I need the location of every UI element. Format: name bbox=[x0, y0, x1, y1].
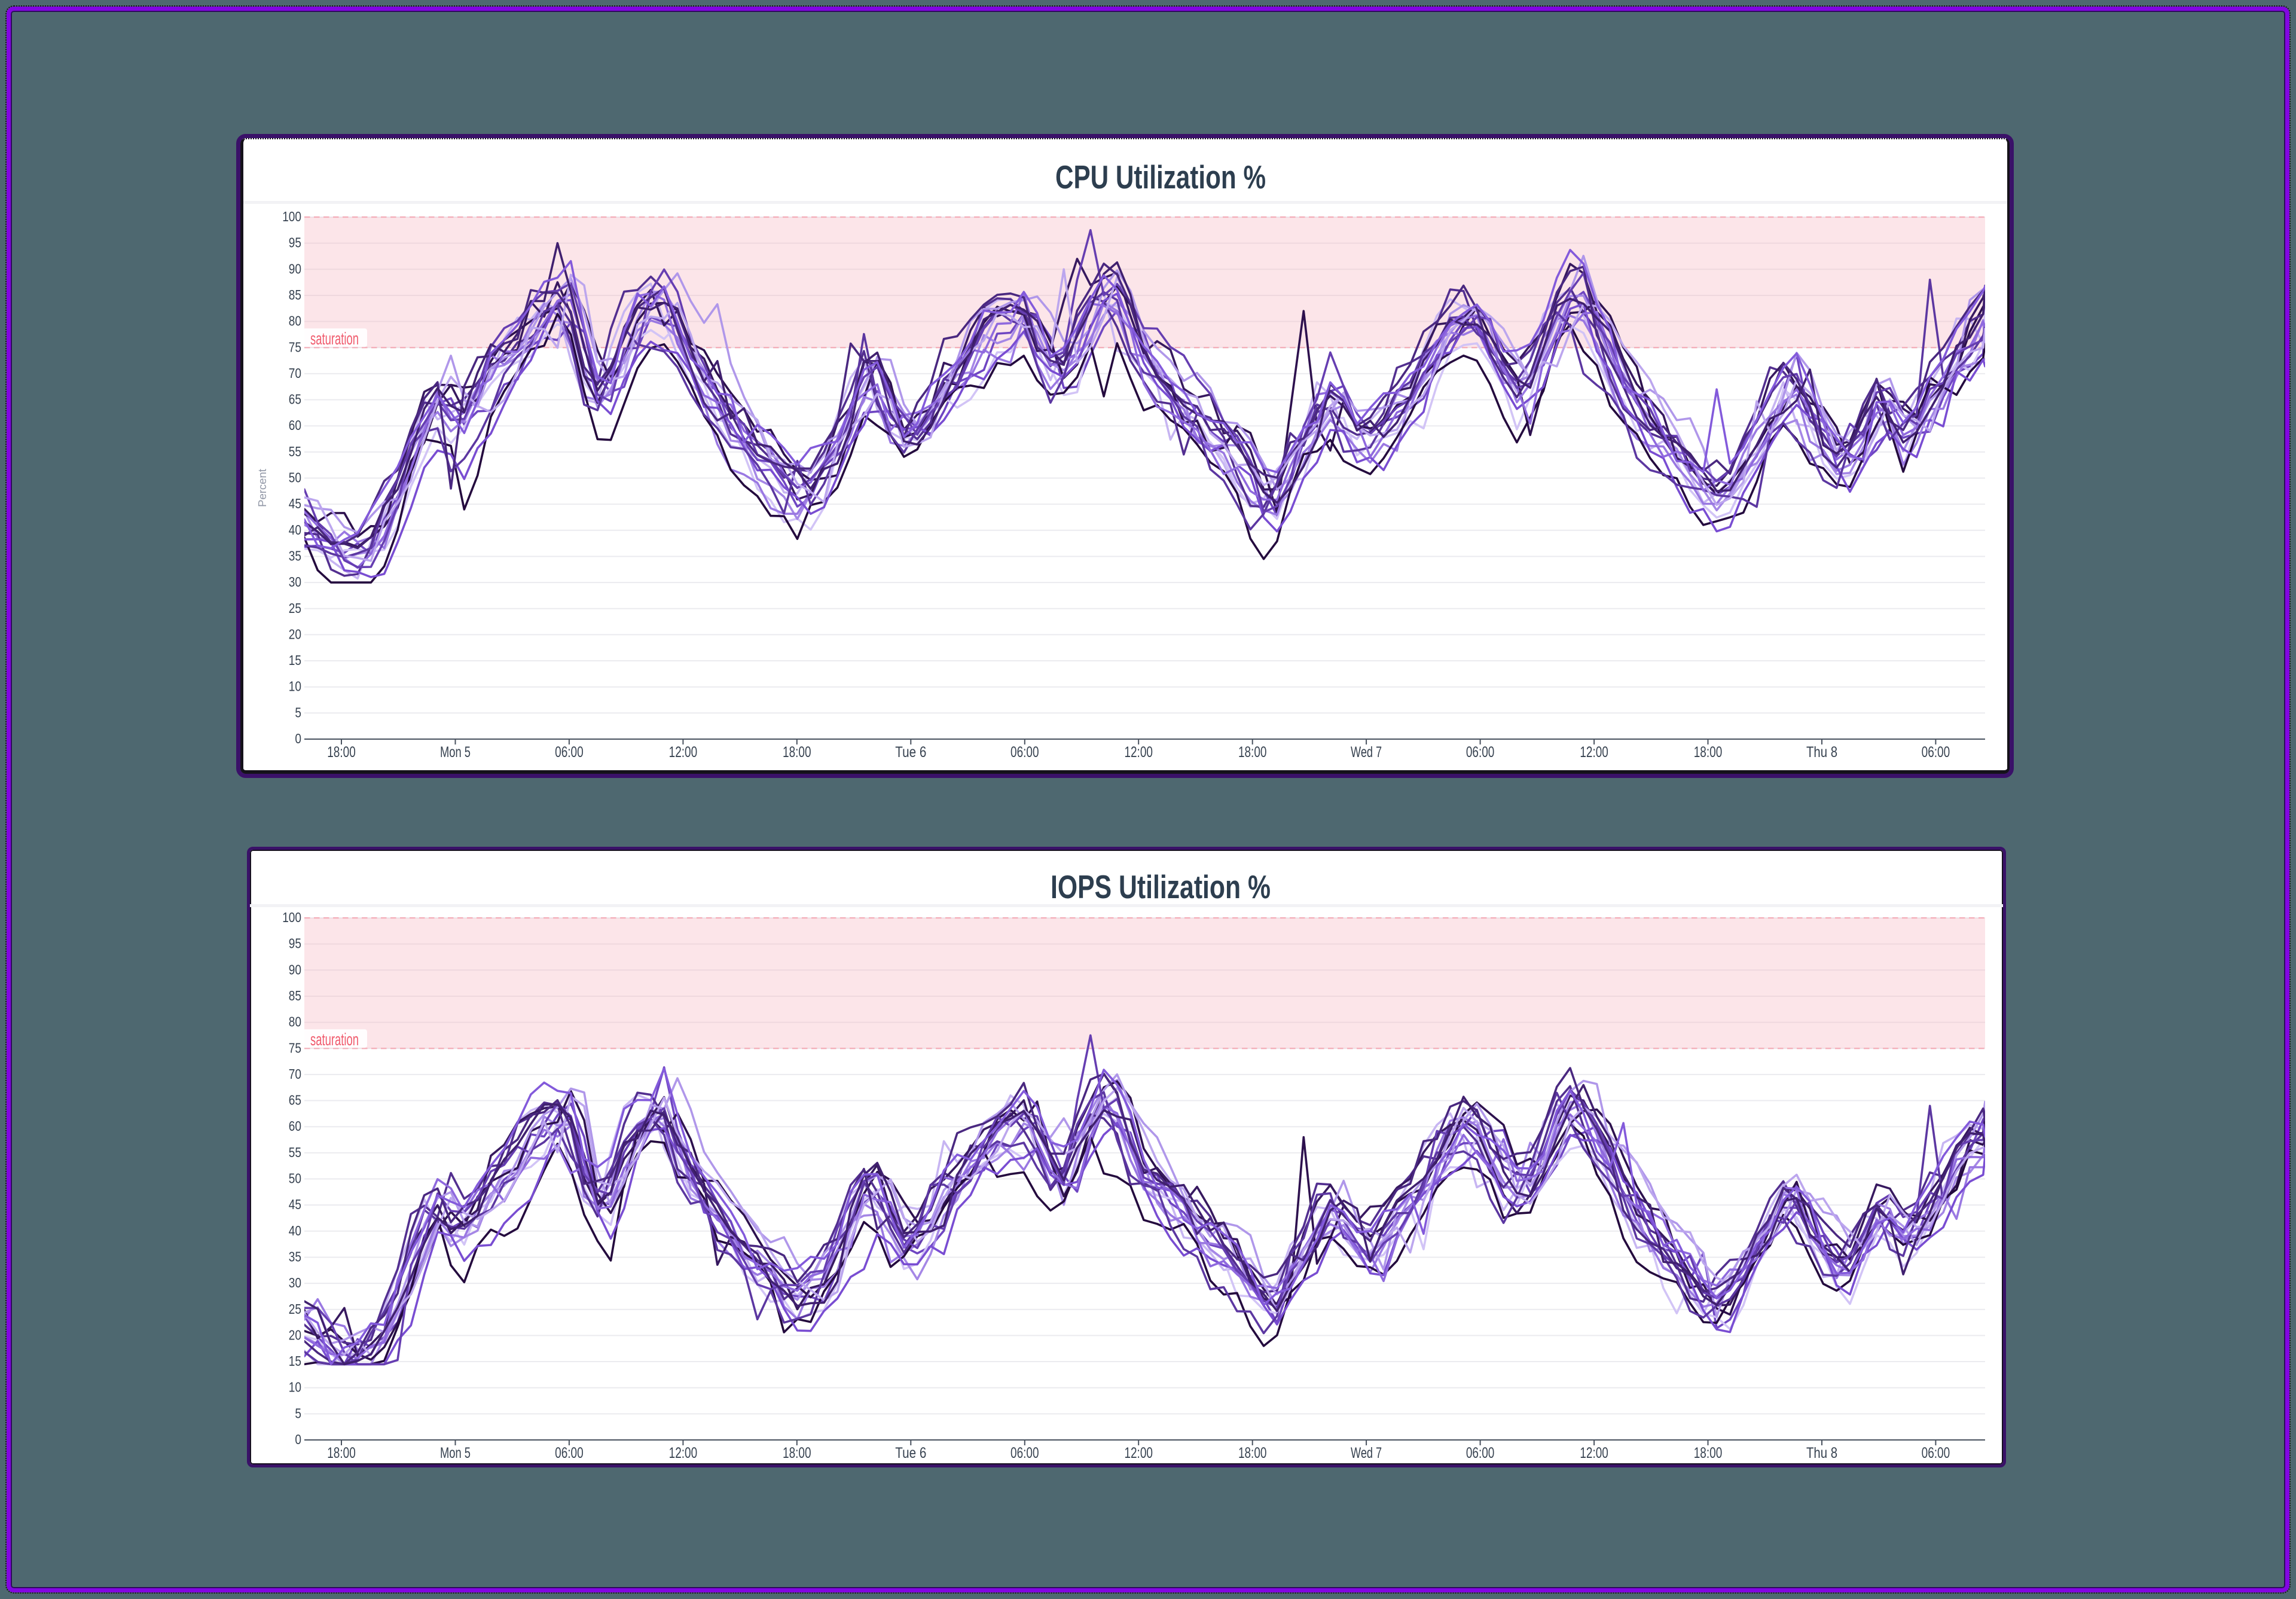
svg-text:5: 5 bbox=[295, 704, 301, 720]
svg-text:Mon 5: Mon 5 bbox=[440, 1445, 471, 1461]
svg-text:saturation: saturation bbox=[310, 329, 359, 349]
svg-text:10: 10 bbox=[289, 679, 301, 694]
svg-text:12:00: 12:00 bbox=[1124, 744, 1153, 761]
svg-text:18:00: 18:00 bbox=[327, 1445, 356, 1461]
svg-text:06:00: 06:00 bbox=[1010, 744, 1039, 761]
svg-text:60: 60 bbox=[289, 417, 301, 433]
svg-text:10: 10 bbox=[289, 1380, 301, 1395]
svg-text:40: 40 bbox=[289, 1223, 301, 1238]
svg-text:15: 15 bbox=[289, 1353, 301, 1369]
svg-text:45: 45 bbox=[289, 496, 301, 511]
svg-text:25: 25 bbox=[289, 1301, 301, 1317]
svg-text:Wed 7: Wed 7 bbox=[1351, 1445, 1382, 1461]
svg-text:40: 40 bbox=[289, 522, 301, 538]
svg-text:12:00: 12:00 bbox=[1580, 1445, 1608, 1461]
svg-text:18:00: 18:00 bbox=[1238, 1445, 1267, 1461]
svg-text:70: 70 bbox=[289, 1066, 301, 1082]
svg-text:IOPS Utilization %: IOPS Utilization % bbox=[1051, 868, 1271, 905]
svg-text:50: 50 bbox=[289, 470, 301, 486]
svg-text:06:00: 06:00 bbox=[1922, 1445, 1950, 1461]
svg-text:Thu 8: Thu 8 bbox=[1806, 744, 1837, 761]
svg-text:80: 80 bbox=[289, 313, 301, 329]
svg-text:Mon 5: Mon 5 bbox=[440, 744, 471, 761]
svg-text:18:00: 18:00 bbox=[1694, 744, 1723, 761]
svg-text:30: 30 bbox=[289, 1275, 301, 1290]
svg-text:20: 20 bbox=[289, 626, 301, 642]
svg-text:12:00: 12:00 bbox=[1124, 1445, 1153, 1461]
svg-text:85: 85 bbox=[289, 287, 301, 303]
svg-text:Tue 6: Tue 6 bbox=[895, 744, 926, 761]
svg-text:65: 65 bbox=[289, 1093, 301, 1108]
svg-text:06:00: 06:00 bbox=[1010, 1445, 1039, 1461]
svg-text:0: 0 bbox=[295, 1432, 301, 1447]
svg-text:75: 75 bbox=[289, 339, 301, 355]
svg-text:Percent: Percent bbox=[256, 469, 268, 507]
svg-text:25: 25 bbox=[289, 600, 301, 616]
svg-text:06:00: 06:00 bbox=[555, 744, 584, 761]
svg-text:90: 90 bbox=[289, 962, 301, 977]
svg-text:06:00: 06:00 bbox=[1922, 744, 1950, 761]
svg-text:70: 70 bbox=[289, 365, 301, 381]
svg-text:CPU Utilization %: CPU Utilization % bbox=[1055, 158, 1266, 196]
svg-text:90: 90 bbox=[289, 261, 301, 276]
svg-text:30: 30 bbox=[289, 574, 301, 590]
svg-text:12:00: 12:00 bbox=[669, 1445, 698, 1461]
svg-text:0: 0 bbox=[295, 731, 301, 746]
svg-text:35: 35 bbox=[289, 1249, 301, 1264]
svg-text:12:00: 12:00 bbox=[1580, 744, 1608, 761]
svg-text:Wed 7: Wed 7 bbox=[1351, 744, 1382, 761]
svg-text:55: 55 bbox=[289, 444, 301, 459]
svg-text:06:00: 06:00 bbox=[1466, 744, 1495, 761]
svg-text:95: 95 bbox=[289, 936, 301, 951]
svg-text:35: 35 bbox=[289, 548, 301, 563]
svg-text:20: 20 bbox=[289, 1327, 301, 1342]
svg-text:06:00: 06:00 bbox=[555, 1445, 584, 1461]
svg-text:95: 95 bbox=[289, 235, 301, 251]
svg-text:18:00: 18:00 bbox=[783, 1445, 811, 1461]
svg-text:18:00: 18:00 bbox=[327, 744, 356, 761]
svg-text:100: 100 bbox=[282, 209, 301, 224]
svg-text:15: 15 bbox=[289, 652, 301, 668]
svg-text:Tue 6: Tue 6 bbox=[895, 1445, 926, 1461]
svg-text:45: 45 bbox=[289, 1197, 301, 1212]
svg-text:85: 85 bbox=[289, 988, 301, 1003]
svg-text:saturation: saturation bbox=[310, 1030, 359, 1049]
svg-text:18:00: 18:00 bbox=[1694, 1445, 1723, 1461]
svg-text:06:00: 06:00 bbox=[1466, 1445, 1495, 1461]
svg-text:65: 65 bbox=[289, 392, 301, 407]
svg-text:60: 60 bbox=[289, 1118, 301, 1134]
svg-text:18:00: 18:00 bbox=[1238, 744, 1267, 761]
svg-text:12:00: 12:00 bbox=[669, 744, 698, 761]
svg-text:100: 100 bbox=[282, 910, 301, 925]
svg-text:50: 50 bbox=[289, 1171, 301, 1186]
svg-text:75: 75 bbox=[289, 1040, 301, 1055]
svg-text:5: 5 bbox=[295, 1405, 301, 1421]
svg-text:80: 80 bbox=[289, 1014, 301, 1030]
svg-text:Thu 8: Thu 8 bbox=[1806, 1445, 1837, 1461]
svg-text:55: 55 bbox=[289, 1145, 301, 1160]
svg-text:18:00: 18:00 bbox=[783, 744, 811, 761]
